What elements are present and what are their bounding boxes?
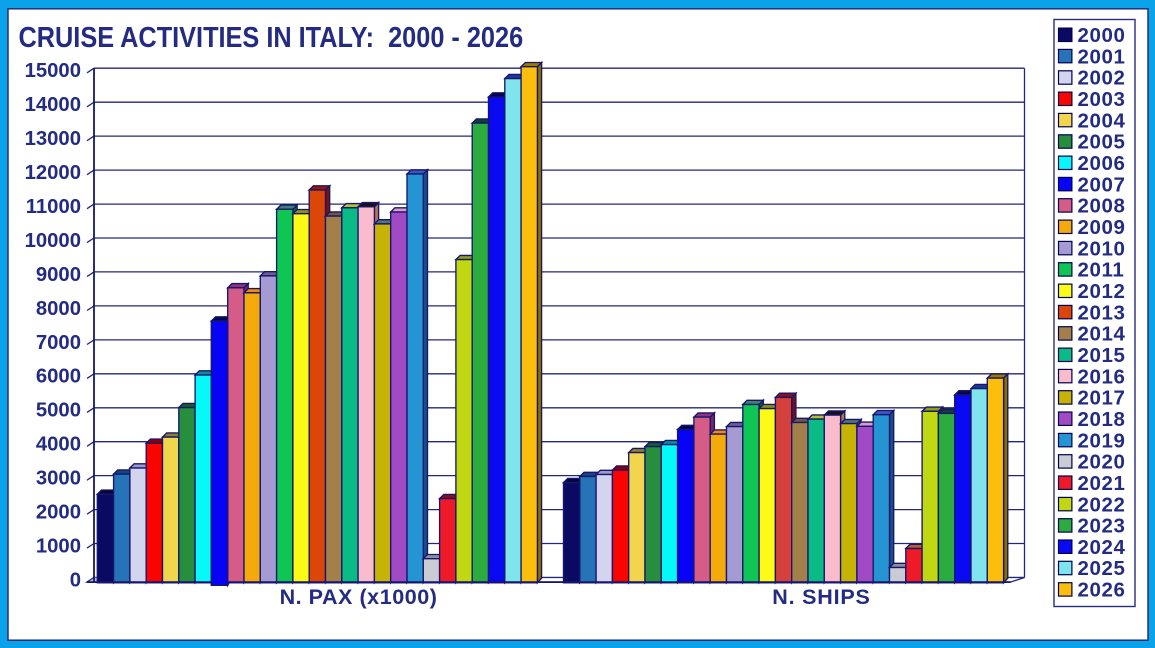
svg-text:2026: 2026 (1078, 579, 1126, 602)
svg-text:1000: 1000 (36, 535, 81, 557)
svg-text:N. PAX (x1000): N. PAX (x1000) (280, 585, 438, 609)
svg-text:0: 0 (70, 569, 81, 591)
svg-text:2022: 2022 (1078, 493, 1126, 516)
svg-text:8000: 8000 (36, 298, 81, 320)
svg-text:2003: 2003 (1078, 88, 1126, 111)
svg-text:10000: 10000 (25, 230, 81, 252)
svg-text:2019: 2019 (1078, 429, 1126, 452)
svg-text:2013: 2013 (1078, 301, 1126, 324)
svg-text:2004: 2004 (1078, 109, 1126, 132)
svg-text:2006: 2006 (1078, 152, 1126, 175)
svg-text:2016: 2016 (1078, 365, 1126, 388)
svg-text:5000: 5000 (36, 400, 81, 422)
svg-text:2010: 2010 (1078, 237, 1126, 260)
svg-text:7000: 7000 (36, 332, 81, 354)
svg-text:2007: 2007 (1078, 173, 1126, 196)
svg-text:2020: 2020 (1078, 451, 1126, 474)
svg-text:2023: 2023 (1078, 515, 1126, 538)
svg-text:2002: 2002 (1078, 67, 1126, 90)
svg-text:2009: 2009 (1078, 216, 1126, 239)
svg-text:15000: 15000 (25, 60, 81, 82)
svg-text:N. SHIPS: N. SHIPS (772, 585, 870, 609)
svg-text:2017: 2017 (1078, 387, 1126, 410)
svg-text:2008: 2008 (1078, 195, 1126, 218)
svg-text:13000: 13000 (25, 128, 81, 150)
svg-text:11000: 11000 (26, 196, 81, 218)
svg-text:2001: 2001 (1078, 45, 1126, 68)
svg-text:2011: 2011 (1078, 259, 1125, 282)
svg-text:14000: 14000 (25, 94, 81, 116)
svg-text:4000: 4000 (36, 434, 81, 456)
svg-text:2000: 2000 (36, 501, 81, 523)
svg-text:12000: 12000 (25, 162, 81, 184)
svg-text:3000: 3000 (36, 467, 81, 489)
svg-text:2005: 2005 (1078, 131, 1126, 154)
svg-text:2012: 2012 (1078, 280, 1126, 303)
svg-text:2025: 2025 (1078, 557, 1126, 580)
svg-text:2000: 2000 (1078, 24, 1126, 47)
svg-text:2014: 2014 (1078, 323, 1126, 346)
svg-text:2021: 2021 (1078, 472, 1126, 495)
svg-text:2018: 2018 (1078, 408, 1126, 431)
svg-text:2024: 2024 (1078, 536, 1126, 559)
svg-text:6000: 6000 (36, 366, 81, 388)
svg-text:9000: 9000 (36, 264, 81, 286)
svg-text:CRUISE ACTIVITIES IN ITALY: 2: CRUISE ACTIVITIES IN ITALY: 2000 - 2026 (19, 22, 524, 54)
svg-text:2015: 2015 (1078, 344, 1126, 367)
